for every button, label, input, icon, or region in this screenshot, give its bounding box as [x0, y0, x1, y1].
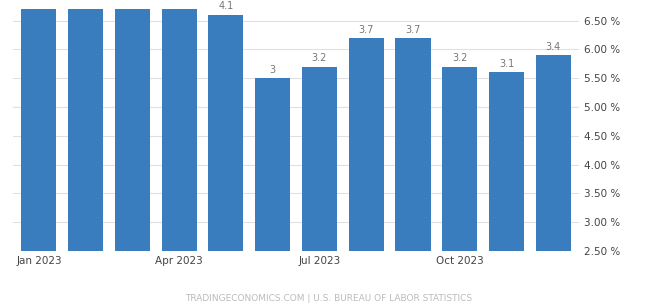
Text: 3.7: 3.7 [405, 24, 420, 35]
Text: 3.2: 3.2 [452, 53, 467, 63]
Bar [255, 78, 290, 251]
Bar [209, 15, 243, 251]
Text: 3.1: 3.1 [499, 59, 514, 69]
Bar [489, 73, 524, 251]
Bar [302, 67, 337, 251]
Text: 3.7: 3.7 [359, 24, 374, 35]
Bar [395, 38, 430, 251]
Bar [162, 0, 197, 251]
Text: TRADINGECONOMICS.COM | U.S. BUREAU OF LABOR STATISTICS: TRADINGECONOMICS.COM | U.S. BUREAU OF LA… [186, 294, 472, 303]
Text: 4.1: 4.1 [218, 2, 234, 12]
Bar [536, 55, 571, 251]
Bar [349, 38, 384, 251]
Bar [115, 0, 150, 251]
Text: 3.4: 3.4 [545, 42, 561, 52]
Text: 3: 3 [270, 65, 276, 75]
Bar [68, 0, 103, 251]
Text: 3.2: 3.2 [312, 53, 327, 63]
Bar [442, 67, 477, 251]
Bar [21, 0, 57, 251]
